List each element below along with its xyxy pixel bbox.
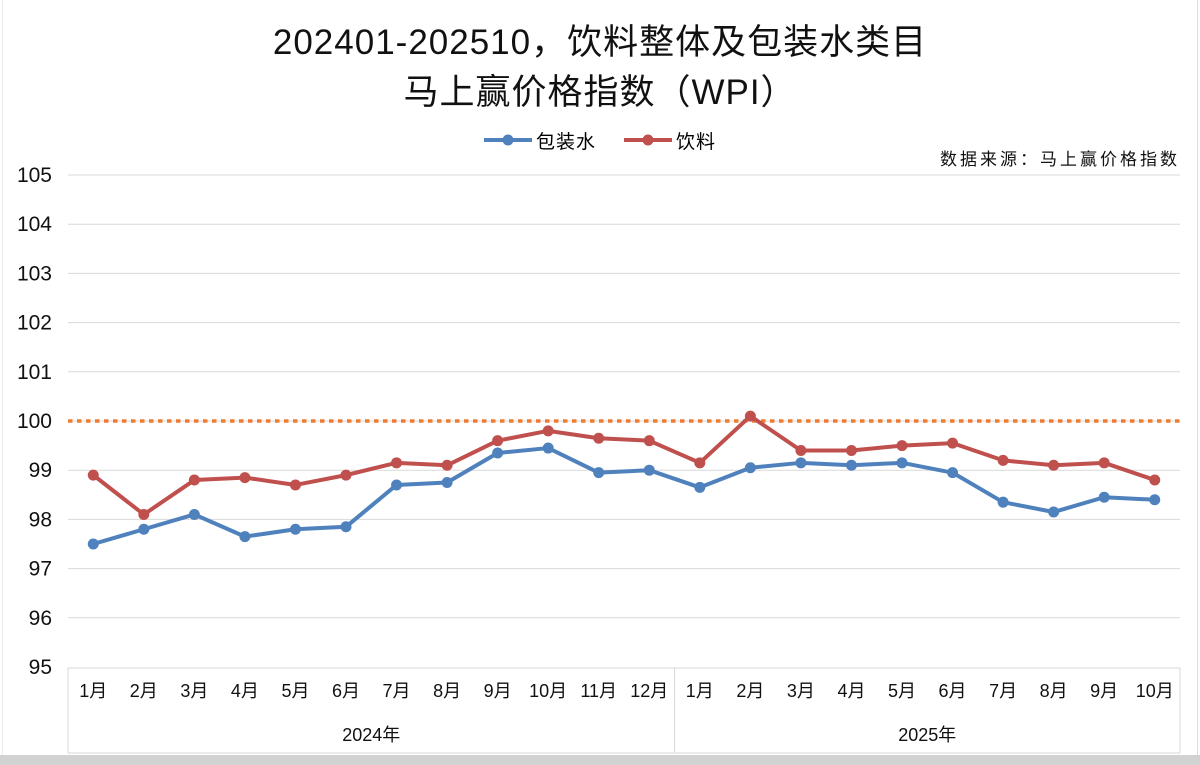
y-axis-tick-label: 101 bbox=[17, 361, 52, 384]
y-axis-tick-label: 99 bbox=[29, 459, 52, 482]
y-axis-tick-label: 96 bbox=[29, 607, 52, 630]
data-point-packaged-water bbox=[441, 477, 453, 488]
data-point-packaged-water bbox=[289, 523, 301, 535]
x-axis-label-box bbox=[67, 667, 1181, 754]
data-point-beverage bbox=[896, 440, 908, 452]
legend-marker-packaged-water bbox=[483, 134, 532, 146]
data-point-beverage bbox=[289, 479, 301, 491]
month-tick-label: 9月 bbox=[1090, 681, 1118, 701]
data-point-packaged-water bbox=[1098, 491, 1110, 503]
month-tick-label: 5月 bbox=[281, 681, 309, 701]
data-point-beverage bbox=[441, 459, 453, 471]
data-point-packaged-water bbox=[643, 464, 655, 476]
month-tick-label: 3月 bbox=[787, 681, 815, 701]
chart-legend: 包装水 饮料 bbox=[0, 127, 1200, 153]
chart-title: 202401-202510，饮料整体及包装水类目 马上赢价格指数（WPI） bbox=[0, 18, 1200, 118]
data-point-packaged-water bbox=[542, 442, 554, 454]
month-tick-label: 4月 bbox=[231, 681, 259, 701]
month-tick-label: 1月 bbox=[79, 681, 107, 701]
window-right-border bbox=[1197, 0, 1198, 755]
data-point-beverage bbox=[1098, 457, 1110, 469]
y-axis-tick-label: 102 bbox=[17, 312, 52, 335]
window-bottom-strip bbox=[0, 755, 1200, 765]
data-point-beverage bbox=[947, 437, 959, 449]
data-point-beverage bbox=[1149, 474, 1161, 486]
data-point-packaged-water bbox=[188, 508, 200, 520]
month-tick-label: 2月 bbox=[130, 681, 158, 701]
data-point-packaged-water bbox=[744, 462, 756, 474]
data-point-beverage bbox=[188, 474, 200, 486]
series-line-packaged-water bbox=[91, 446, 1157, 546]
y-axis-tick-label: 97 bbox=[29, 558, 52, 581]
y-axis-tick-label: 100 bbox=[17, 410, 52, 433]
data-point-beverage bbox=[87, 469, 99, 481]
data-point-beverage bbox=[492, 435, 504, 447]
y-axis-tick-label: 98 bbox=[29, 508, 52, 531]
month-tick-label: 6月 bbox=[939, 681, 967, 701]
data-point-beverage bbox=[694, 457, 706, 469]
data-point-beverage bbox=[845, 445, 857, 457]
data-point-packaged-water bbox=[997, 496, 1009, 508]
data-point-packaged-water bbox=[694, 481, 706, 493]
month-tick-label: 7月 bbox=[989, 681, 1017, 701]
data-point-packaged-water bbox=[239, 531, 251, 543]
month-tick-label: 2月 bbox=[736, 681, 764, 701]
data-point-packaged-water bbox=[340, 521, 352, 533]
month-tick-label: 8月 bbox=[433, 681, 461, 701]
month-tick-label: 7月 bbox=[383, 681, 411, 701]
month-tick-label: 11月 bbox=[580, 681, 617, 701]
chart-title-line1: 202401-202510，饮料整体及包装水类目 bbox=[272, 23, 928, 62]
data-point-beverage bbox=[593, 432, 605, 444]
data-point-beverage bbox=[643, 435, 655, 447]
data-point-packaged-water bbox=[87, 538, 99, 550]
data-point-beverage bbox=[391, 457, 403, 469]
data-point-beverage bbox=[542, 425, 554, 437]
month-tick-label: 6月 bbox=[332, 681, 360, 701]
data-point-beverage bbox=[744, 410, 756, 422]
month-tick-label: 10月 bbox=[1136, 681, 1174, 701]
data-point-beverage bbox=[239, 472, 251, 484]
data-point-beverage bbox=[997, 454, 1009, 466]
legend-item-beverage: 饮料 bbox=[624, 127, 716, 154]
legend-item-packaged-water: 包装水 bbox=[483, 127, 596, 154]
data-point-packaged-water bbox=[391, 479, 403, 491]
year-label: 2025年 bbox=[898, 725, 956, 745]
legend-label-packaged-water: 包装水 bbox=[535, 131, 596, 153]
month-tick-label: 3月 bbox=[180, 681, 208, 701]
data-point-packaged-water bbox=[138, 523, 150, 535]
series-line-beverage bbox=[91, 414, 1157, 517]
month-tick-label: 1月 bbox=[686, 681, 714, 701]
data-point-beverage bbox=[340, 469, 352, 481]
month-tick-label: 8月 bbox=[1040, 681, 1068, 701]
data-point-packaged-water bbox=[896, 457, 908, 469]
data-point-beverage bbox=[795, 445, 807, 457]
data-point-packaged-water bbox=[947, 467, 959, 479]
year-label: 2024年 bbox=[342, 725, 400, 745]
y-axis-tick-label: 103 bbox=[17, 262, 52, 285]
y-axis-tick-label: 95 bbox=[29, 656, 52, 679]
data-point-beverage bbox=[1048, 459, 1060, 471]
data-point-packaged-water bbox=[492, 447, 504, 459]
month-tick-label: 4月 bbox=[837, 681, 865, 701]
source-note: 数据来源：马上赢价格指数 bbox=[940, 150, 1180, 169]
data-point-packaged-water bbox=[1048, 506, 1060, 518]
month-tick-label: 12月 bbox=[630, 681, 668, 701]
month-tick-label: 9月 bbox=[484, 681, 512, 701]
chart-title-line2: 马上赢价格指数（WPI） bbox=[403, 73, 797, 112]
month-tick-label: 5月 bbox=[888, 681, 916, 701]
data-point-packaged-water bbox=[845, 459, 857, 471]
data-point-beverage bbox=[138, 508, 150, 520]
y-axis-tick-label: 105 bbox=[17, 164, 52, 187]
y-axis-tick-label: 104 bbox=[17, 213, 52, 236]
legend-marker-beverage bbox=[624, 134, 672, 146]
data-point-packaged-water bbox=[1149, 494, 1161, 506]
data-point-packaged-water bbox=[593, 467, 605, 479]
window-left-border bbox=[2, 0, 3, 755]
data-point-packaged-water bbox=[795, 457, 807, 469]
legend-label-beverage: 饮料 bbox=[676, 131, 717, 153]
month-tick-label: 10月 bbox=[529, 681, 567, 701]
